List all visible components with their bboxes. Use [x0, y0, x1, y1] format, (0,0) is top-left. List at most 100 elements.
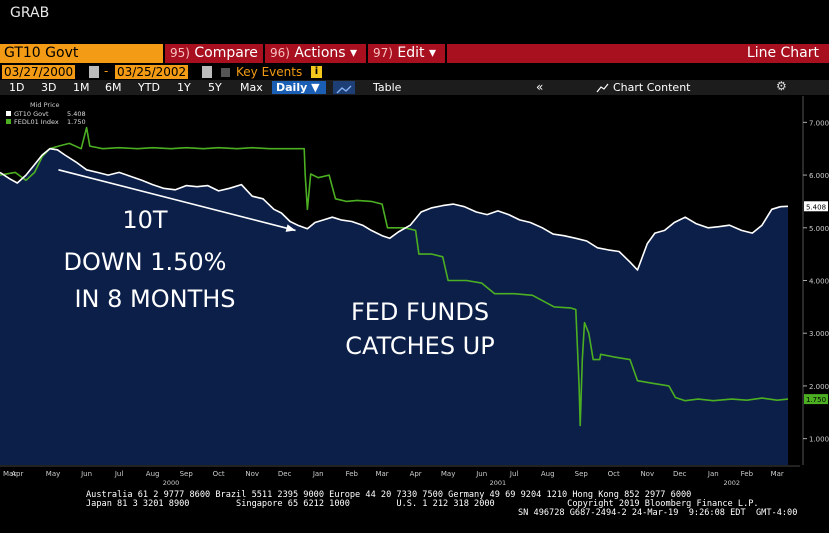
range-3d-button[interactable]: 3D [41, 81, 57, 94]
x-year-label: 2000 [163, 479, 180, 487]
legend-name: GT10 Govt [14, 110, 49, 118]
legend-name: FEDL01 Index [14, 118, 59, 126]
x-tick-label: Feb [741, 470, 754, 478]
range-max-button[interactable]: Max [240, 81, 263, 94]
annotation-down: DOWN 1.50% [63, 248, 227, 276]
compare-label: Compare [194, 45, 258, 61]
x-tick-label: Oct [608, 470, 620, 478]
toolbar-divider [163, 44, 165, 63]
x-tick-label: Jan [312, 470, 324, 478]
range-6m-button[interactable]: 6M [105, 81, 122, 94]
y-tick-label: 1.000 [809, 436, 829, 444]
y-tick-label: 5.000 [809, 225, 829, 233]
footer-line-3: SN 496728 G687-2494-2 24-Mar-19 9:26:08 … [518, 508, 798, 518]
x-tick-label: Jan [707, 470, 719, 478]
range-ytd-button[interactable]: YTD [138, 81, 160, 94]
table-button[interactable]: Table [373, 81, 402, 94]
calendar-icon[interactable] [89, 66, 99, 78]
x-tick-label: Dec [278, 470, 292, 478]
x-tick-label: Oct [213, 470, 225, 478]
x-tick-label: May [46, 470, 60, 478]
gt10-last-value-box [804, 201, 828, 212]
toolbar-divider [263, 44, 265, 63]
y-axis: 7.000 6.000 5.000 4.000 3.000 2.000 1.000 5.408… [802, 96, 829, 465]
edit-number: 97) [373, 46, 393, 60]
compare-number: 95) [170, 46, 190, 60]
info-icon[interactable]: i [311, 66, 322, 78]
date-separator: - [104, 64, 109, 78]
fedl01-last-value: 1.750 [806, 396, 826, 404]
window-title: GRAB [10, 5, 50, 21]
calendar-icon[interactable] [202, 66, 212, 78]
compare-button[interactable]: 95) Compare [170, 44, 258, 63]
x-tick-label: Mar [375, 470, 388, 478]
chart-type-label: Line Chart [746, 45, 819, 61]
actions-button[interactable]: 96) Actions ▾ [270, 44, 357, 63]
x-year-label: 2001 [490, 479, 507, 487]
gear-icon[interactable]: ⚙ [776, 79, 787, 93]
fedl01-last-value-box [804, 394, 828, 405]
x-tick-label: Apr [11, 470, 23, 478]
x-tick-label: Mar [3, 470, 16, 478]
x-tick-label: Nov [640, 470, 654, 478]
x-tick-label: May [441, 470, 455, 478]
toolbar-divider [366, 44, 368, 63]
arrow-head [285, 224, 296, 232]
actions-label: Actions ▾ [294, 45, 358, 61]
annotation-10t: 10T [122, 206, 168, 234]
key-events-checkbox[interactable] [221, 68, 230, 77]
range-5y-button[interactable]: 5Y [208, 81, 222, 94]
chart-content-button[interactable]: Chart Content [613, 81, 691, 94]
x-tick-label: Jul [114, 470, 124, 478]
x-tick-label: Sep [180, 470, 194, 478]
x-tick-label: Mar [771, 470, 784, 478]
annotation-arrow [58, 169, 296, 232]
chart-content-icon[interactable] [596, 82, 610, 93]
range-1y-button[interactable]: 1Y [177, 81, 191, 94]
end-date-field[interactable]: 03/25/2002 [115, 65, 189, 79]
x-tick-label: Aug [541, 470, 555, 478]
annotation-fed-funds: FED FUNDS [350, 298, 490, 326]
legend-value: 5.408 [67, 110, 86, 118]
key-events-label: Key Events [236, 65, 303, 79]
line-chart-icon[interactable] [333, 81, 355, 94]
gt10-line [0, 147, 789, 271]
annotation-catches-up: CATCHES UP [345, 332, 495, 360]
collapse-icon[interactable]: « [536, 80, 544, 94]
gt10-area [0, 148, 788, 465]
range-1m-button[interactable]: 1M [73, 81, 90, 94]
x-year-label: 2002 [723, 479, 740, 487]
edit-button[interactable]: 97) Edit ▾ [373, 44, 436, 63]
actions-number: 96) [270, 46, 290, 60]
gt10-last-value: 5.408 [806, 203, 826, 211]
ticker-field[interactable]: GT10 Govt [0, 44, 163, 63]
y-tick-label: 3.000 [809, 330, 829, 338]
chart-lines [0, 126, 789, 427]
x-tick-label: Jul [509, 470, 519, 478]
toolbar [0, 44, 829, 63]
range-1d-button[interactable]: 1D [9, 81, 25, 94]
annotation-months: IN 8 MONTHS [74, 285, 236, 313]
x-tick-label: Dec [673, 470, 687, 478]
x-tick-label: Sep [575, 470, 589, 478]
arrow-shaft [58, 169, 296, 232]
legend-value: 1.750 [67, 118, 86, 126]
edit-label: Edit ▾ [397, 45, 436, 61]
legend-title: Mid Price [30, 101, 59, 109]
frequency-dropdown[interactable]: Daily ▼ [272, 81, 326, 94]
y-tick-label: 4.000 [809, 278, 829, 286]
x-tick-label: Nov [245, 470, 259, 478]
x-tick-label: Feb [346, 470, 359, 478]
chart-area-fill [0, 148, 788, 465]
x-tick-label: Apr [410, 470, 422, 478]
y-tick-label: 2.000 [809, 383, 829, 391]
legend-swatch [6, 119, 11, 124]
range-bar [0, 80, 829, 95]
start-date-field[interactable]: 03/27/2000 [2, 65, 76, 79]
footer-line-1: Australia 61 2 9777 8600 Brazil 5511 239… [86, 490, 692, 500]
line-chart: 7.000 6.000 5.000 4.000 3.000 2.000 1.000 5.408… [0, 96, 829, 487]
footer-line-2: Japan 81 3 3201 8900 Singapore 65 6212 1… [86, 499, 759, 509]
toolbar-divider [445, 44, 447, 63]
x-tick-label: Jun [80, 470, 92, 478]
